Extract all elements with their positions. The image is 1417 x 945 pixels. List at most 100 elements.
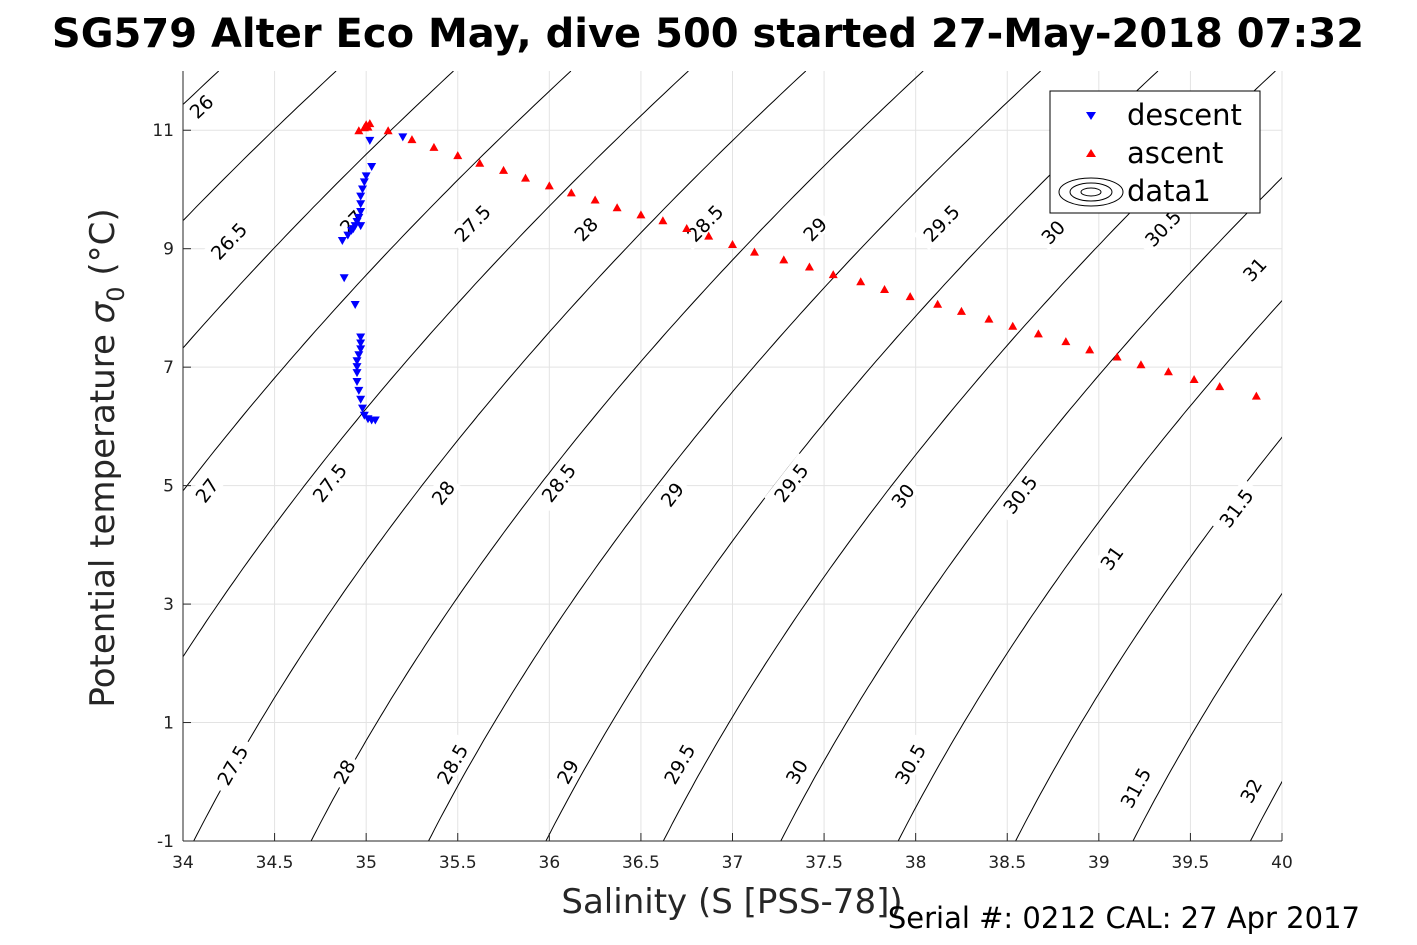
ascent-point: [1189, 375, 1199, 383]
ascent-point: [658, 216, 668, 225]
y-tick-label: 3: [163, 595, 174, 615]
descent-point: [339, 274, 349, 283]
contour-label-text: 26: [186, 91, 219, 124]
contour-label-text: 28: [570, 213, 603, 246]
ascent-point: [1112, 352, 1122, 361]
contour-label-bg: [993, 464, 1046, 523]
descent-point: [356, 192, 366, 201]
ascent-point: [804, 262, 814, 271]
density-contour-line: [1132, 592, 1282, 841]
contour-label: 28.5: [531, 453, 584, 511]
legend: descent ascent data1: [1049, 90, 1261, 214]
contour-label-bg: [549, 751, 585, 791]
ascent-point: [429, 142, 439, 151]
legend-ascent-label: ascent: [1127, 136, 1223, 170]
contour-label-bg: [208, 734, 256, 795]
serial-calibration-footer: Serial #: 0212 CAL: 27 Apr 2017: [888, 901, 1360, 935]
descent-point: [343, 231, 353, 240]
contour-label: 27: [331, 202, 370, 241]
contour-label-bg: [913, 194, 968, 251]
ascent-point: [544, 181, 554, 190]
y-tick-labels: -1 1 3 5 7 9 11: [152, 121, 174, 852]
contour-label-bg: [1234, 249, 1273, 288]
x-tick-label: 34: [172, 853, 194, 873]
ascent-point: [1008, 321, 1018, 330]
x-tick-label: 38.5: [988, 853, 1026, 873]
x-tick-label: 37: [722, 853, 744, 873]
y-tick-label: -1: [157, 832, 174, 852]
descent-point: [356, 395, 366, 404]
ascent-point: [728, 239, 737, 248]
contour-label: 32: [1232, 770, 1268, 810]
y-axis-label: Potential temperature σ0 (°C): [83, 208, 130, 707]
descent-point: [354, 351, 364, 360]
contour-label: 27.5: [444, 194, 500, 251]
ascent-point: [1061, 337, 1071, 346]
contour-label-bg: [531, 453, 584, 511]
x-tick-label: 39: [1088, 853, 1110, 873]
descent-point: [356, 207, 366, 216]
y-axis-label-symbol: σ: [83, 300, 123, 323]
density-contour-line: [428, 71, 1041, 841]
contour-label: 31.5: [1111, 757, 1158, 818]
descent-point: [352, 377, 362, 386]
ascent-point: [1251, 391, 1261, 400]
y-axis-label-unit: (°C): [83, 208, 123, 286]
contour-label-bg: [652, 474, 690, 514]
ascent-point: [704, 231, 714, 240]
legend-ascent-marker: [1086, 149, 1096, 157]
contour-label: 29.5: [764, 453, 817, 511]
descent-point: [358, 185, 368, 194]
contour-label-bg: [676, 194, 732, 251]
ascent-point: [566, 188, 576, 197]
contour-label-bg: [325, 751, 361, 791]
ascent-point: [1136, 360, 1146, 369]
descent-point: [352, 357, 362, 366]
ascent-point: [1215, 382, 1225, 391]
ascent-point: [1163, 367, 1173, 376]
contour-label-text: 30: [1037, 216, 1070, 249]
contour-label: 26: [181, 86, 220, 125]
density-contour-line: [193, 71, 807, 841]
contour-label-bg: [444, 194, 500, 251]
contour-label: 28: [566, 209, 605, 248]
legend-contour-icon: [1058, 177, 1124, 207]
x-tick-label: 35: [355, 853, 377, 873]
x-tick-label: 34.5: [256, 853, 294, 873]
legend-descent-marker: [1086, 112, 1096, 120]
contour-label: 29.5: [655, 733, 702, 794]
contour-label: 31.5: [1209, 478, 1262, 537]
legend-box: [1049, 90, 1261, 214]
chart-title: SG579 Alter Eco May, dive 500 started 27…: [52, 11, 1364, 57]
contour-label: 28.5: [676, 194, 732, 251]
ascent-point: [1033, 329, 1043, 338]
legend-data1-label: data1: [1127, 174, 1211, 208]
contour-label: 27.5: [302, 453, 355, 511]
ascent-point: [636, 210, 646, 219]
descent-point: [398, 133, 408, 142]
ascent-point: [499, 165, 509, 174]
density-contour-line: [310, 71, 924, 841]
ascent-point: [354, 126, 364, 135]
contour-label: 28: [423, 472, 461, 512]
contour-label-text: 29: [799, 213, 832, 246]
contour-label-bg: [885, 733, 933, 794]
y-tick-label: 5: [163, 477, 174, 497]
contour-label: 30: [778, 751, 814, 791]
x-axis-label: Salinity (S [PSS-78]): [561, 882, 902, 922]
x-tick-labels: 34 34.5 35 35.5 36 36.5 37 37.5 38 38.5 39 39.5 40: [172, 853, 1293, 873]
ascent-point: [779, 255, 789, 264]
plot-axes: [182, 71, 1283, 842]
density-contour-line: [1015, 436, 1282, 841]
data-points: [337, 119, 1261, 425]
ascent-point: [682, 223, 692, 232]
x-tick-label: 39.5: [1171, 853, 1209, 873]
descent-point: [356, 222, 366, 231]
ascent-point: [880, 284, 890, 293]
x-tick-label: 36: [539, 853, 561, 873]
contour-label: 29: [549, 751, 585, 791]
x-tick-label: 36.5: [622, 853, 660, 873]
contour-label: 29.5: [913, 194, 968, 251]
contour-label: 30: [883, 475, 921, 515]
contour-label-bg: [200, 212, 256, 269]
